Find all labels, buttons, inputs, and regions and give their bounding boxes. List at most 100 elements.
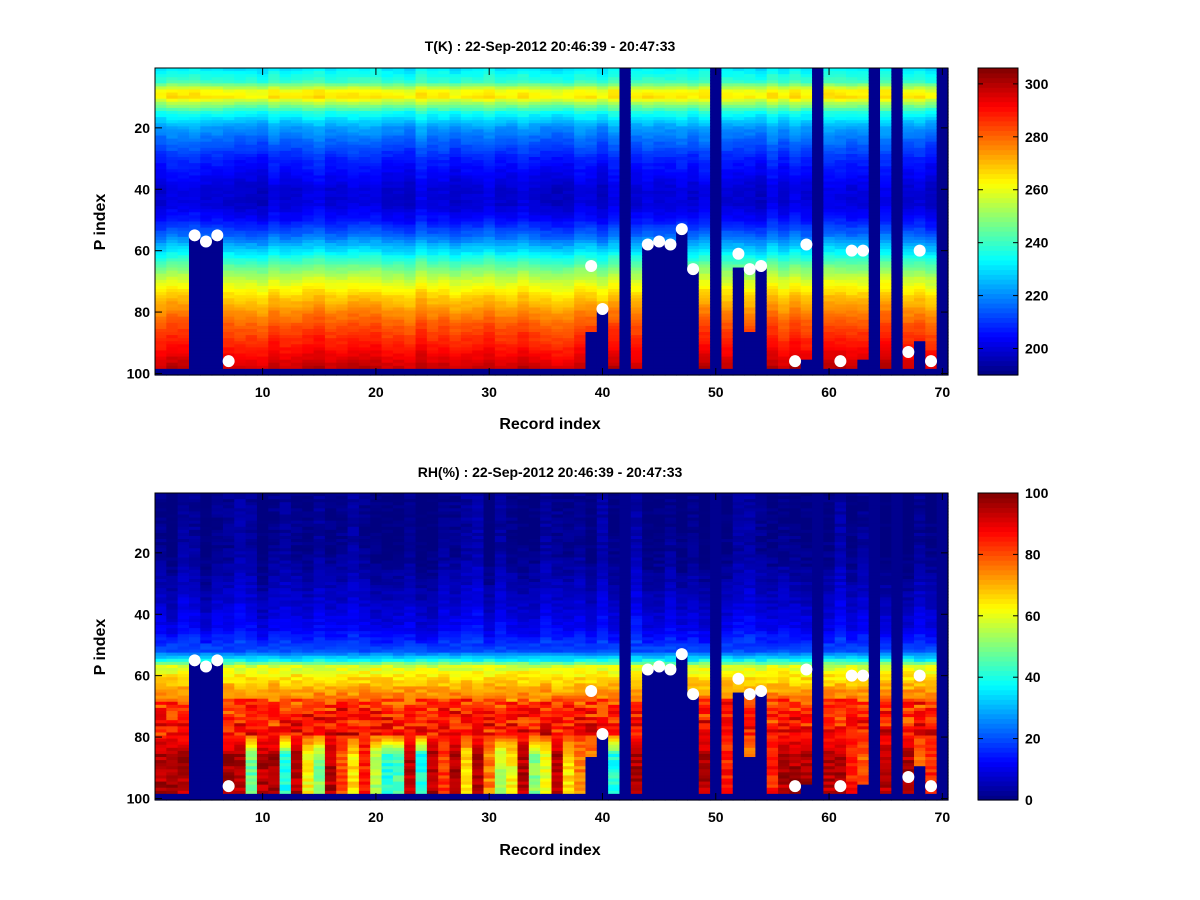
heatmap-cell <box>370 212 383 216</box>
heatmap-cell <box>268 138 281 143</box>
heatmap-cell <box>608 252 621 256</box>
heatmap-cell <box>483 98 496 103</box>
heatmap-cell <box>517 117 530 121</box>
heatmap-cell <box>540 310 553 315</box>
heatmap-cell <box>698 187 711 192</box>
heatmap-cell <box>256 123 269 127</box>
heatmap-cell <box>290 347 303 352</box>
heatmap-cell <box>551 304 564 309</box>
heatmap-cell <box>245 141 258 146</box>
heatmap-cell <box>324 273 337 278</box>
heatmap-cell <box>585 236 598 241</box>
heatmap-cell <box>698 341 711 345</box>
heatmap-cell <box>630 89 643 94</box>
heatmap-cell <box>608 344 621 348</box>
heatmap-cell <box>642 120 655 124</box>
heatmap-cell <box>324 227 337 232</box>
heatmap-cell <box>687 233 700 238</box>
heatmap-cell <box>676 166 689 170</box>
heatmap-cell <box>517 147 530 152</box>
heatmap-cell <box>313 301 326 305</box>
heatmap-cell <box>574 301 587 305</box>
heatmap-cell <box>585 316 598 321</box>
heatmap-cell <box>619 298 632 302</box>
heatmap-cell <box>517 301 530 305</box>
heatmap-cell <box>506 163 519 167</box>
heatmap-cell <box>245 181 258 186</box>
heatmap-cell <box>381 163 394 167</box>
heatmap-cell <box>483 184 496 189</box>
heatmap-cell <box>426 338 439 342</box>
heatmap-cell <box>483 356 496 361</box>
heatmap-cell <box>574 169 587 173</box>
heatmap-cell <box>528 184 541 189</box>
heatmap-cell <box>528 71 541 75</box>
heatmap-cell <box>596 126 609 130</box>
heatmap-cell <box>313 282 326 287</box>
heatmap-cell <box>698 359 711 364</box>
heatmap-cell <box>256 338 269 342</box>
heatmap-cell <box>574 209 587 213</box>
heatmap-cell <box>472 196 485 201</box>
heatmap-cell <box>177 255 190 259</box>
heatmap-cell <box>642 252 655 256</box>
heatmap-cell <box>585 83 598 88</box>
heatmap-cell <box>528 166 541 170</box>
heatmap-cell <box>460 282 473 287</box>
heatmap-cell <box>324 249 337 253</box>
heatmap-cell <box>608 350 621 355</box>
heatmap-cell <box>528 169 541 173</box>
heatmap-cell <box>528 153 541 158</box>
heatmap-cell <box>619 196 632 201</box>
heatmap-cell <box>358 304 371 309</box>
heatmap-cell <box>438 83 451 88</box>
heatmap-cell <box>222 246 235 250</box>
heatmap-cell <box>370 252 383 256</box>
heatmap-cell <box>608 196 621 201</box>
heatmap-cell <box>415 71 428 75</box>
heatmap-cell <box>381 359 394 364</box>
heatmap-cell <box>528 295 541 299</box>
heatmap-cell <box>630 252 643 256</box>
heatmap-cell <box>347 101 360 106</box>
heatmap-cell <box>540 89 553 94</box>
heatmap-cell <box>426 190 439 195</box>
heatmap-cell <box>540 227 553 232</box>
heatmap-cell <box>528 132 541 137</box>
heatmap-cell <box>358 310 371 315</box>
heatmap-cell <box>290 138 303 143</box>
heatmap-cell <box>642 98 655 103</box>
heatmap-cell <box>381 319 394 324</box>
heatmap-cell <box>596 215 609 220</box>
heatmap-cell <box>426 252 439 256</box>
heatmap-cell <box>155 193 167 198</box>
heatmap-cell <box>664 279 677 284</box>
heatmap-cell <box>324 129 337 134</box>
heatmap-cell <box>404 212 417 216</box>
heatmap-cell <box>460 166 473 170</box>
heatmap-cell <box>381 212 394 216</box>
heatmap-cell <box>630 316 643 321</box>
heatmap-cell <box>234 344 247 348</box>
heatmap-cell <box>528 261 541 266</box>
heatmap-cell <box>551 261 564 266</box>
heatmap-cell <box>415 203 428 207</box>
heatmap-cell <box>370 147 383 152</box>
heatmap-cell <box>528 221 541 226</box>
heatmap-cell <box>608 371 621 376</box>
heatmap-cell <box>426 353 439 358</box>
heatmap-cell <box>381 353 394 358</box>
heatmap-cell <box>483 353 496 358</box>
heatmap-cell <box>347 258 360 263</box>
heatmap-cell <box>336 310 349 315</box>
heatmap-cell <box>596 150 609 155</box>
heatmap-cell <box>630 338 643 342</box>
heatmap-cell <box>302 117 315 121</box>
heatmap-cell <box>290 83 303 88</box>
heatmap-cell <box>687 344 700 348</box>
heatmap-cell <box>540 368 553 373</box>
heatmap-cell <box>370 138 383 143</box>
heatmap-cell <box>200 141 213 146</box>
heatmap-cell <box>177 123 190 127</box>
heatmap-cell <box>279 295 292 299</box>
